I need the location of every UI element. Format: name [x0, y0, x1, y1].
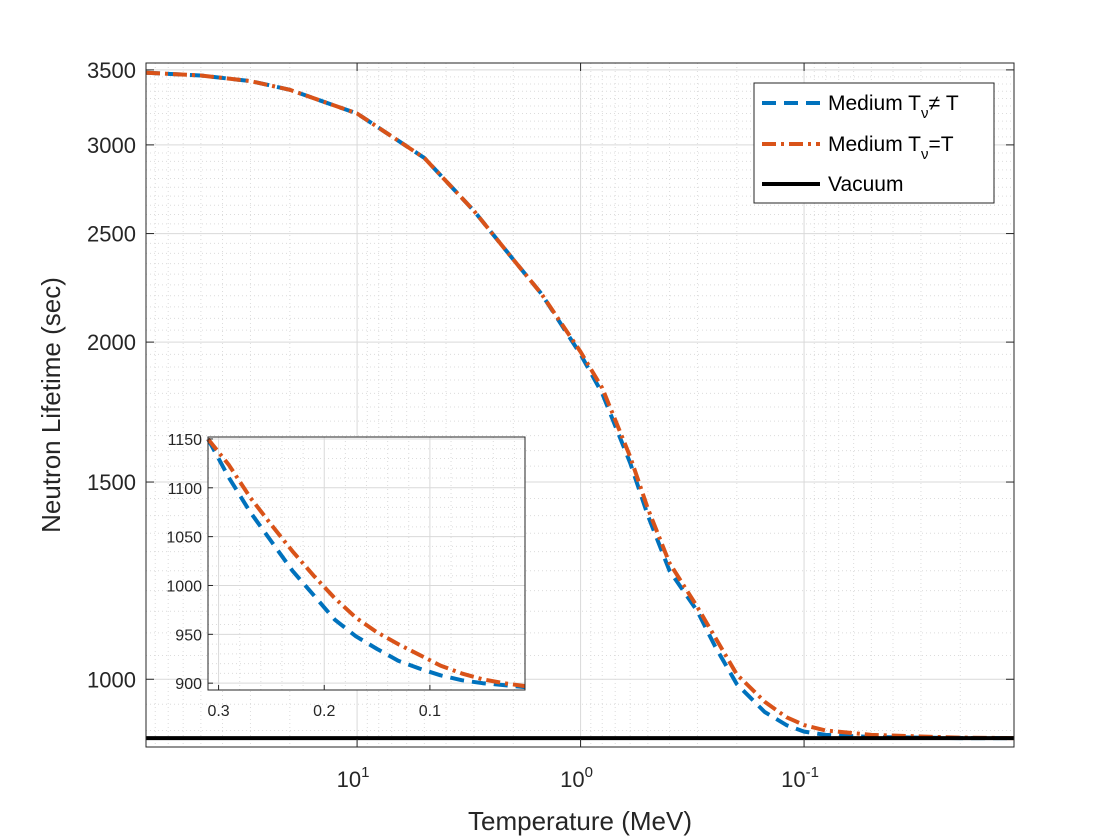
- x-tick-label: 100: [560, 764, 593, 792]
- inset-background: [208, 437, 525, 690]
- legend-label-vacuum: Vacuum: [828, 173, 903, 196]
- inset-series-line-1: [206, 437, 526, 689]
- x-tick-label: 101: [337, 764, 370, 792]
- y-tick-label: 1000: [87, 667, 136, 692]
- y-tick-label: 3000: [87, 133, 136, 158]
- inset-grid: [208, 437, 525, 690]
- inset-y-tick-label: 900: [175, 676, 202, 693]
- inset-y-tick-label: 1150: [168, 432, 203, 449]
- legend-label-medium-tnu-neq-t: Medium Tν≠ T: [828, 92, 959, 122]
- series-line-0: [145, 70, 1014, 741]
- inset-y-tick-label: 1100: [168, 481, 203, 498]
- inset-tick-labels: 900 950 1000 1050 1100 1150 0.3 0.2 0.1: [166, 432, 441, 720]
- legend-label-medium-tnu-eq-t: Medium Tν=T: [828, 133, 954, 163]
- legend: Medium Tν≠ T Medium Tν=T Vacuum: [753, 82, 995, 204]
- inset-y-tick-label: 1000: [166, 578, 202, 595]
- main-series-group: [145, 70, 1015, 741]
- inset-y-tick-label: 1050: [166, 530, 202, 547]
- inset-series-line-0: [206, 438, 526, 690]
- main-tick-labels: 1000 1500 2000 2500 3000 3500 101 100 10-1: [87, 58, 1014, 792]
- x-tick-label: 10-1: [781, 764, 819, 792]
- inset-x-tick-label: 0.2: [313, 703, 335, 720]
- y-tick-label: 2000: [87, 330, 136, 355]
- inset-frame: [207, 436, 526, 691]
- inset-x-tick-label: 0.3: [207, 703, 229, 720]
- inset-plot: 900 950 1000 1050 1100 1150 0.3 0.2 0.1: [166, 432, 526, 720]
- y-axis-label: Neutron Lifetime (sec): [36, 277, 66, 533]
- x-axis-label: Temperature (MeV): [468, 806, 692, 836]
- inset-x-tick-label: 0.1: [419, 703, 441, 720]
- y-tick-label: 1500: [87, 470, 136, 495]
- series-line-1: [145, 70, 1015, 741]
- inset-y-tick-label: 950: [175, 627, 202, 644]
- main-plot-frame: [145, 62, 1015, 748]
- inset-series-group: [206, 437, 526, 690]
- y-tick-label: 3500: [87, 58, 136, 83]
- y-tick-label: 2500: [87, 222, 136, 247]
